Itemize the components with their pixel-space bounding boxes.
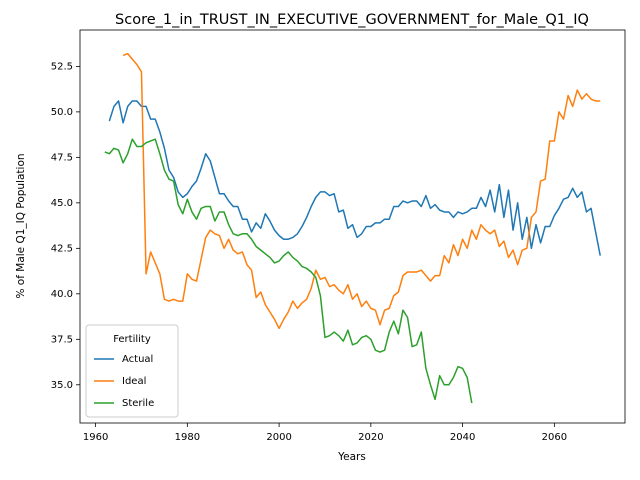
x-tick-label: 2040 [450,432,475,443]
legend-label: Sterile [122,398,154,409]
y-tick-label: 35.0 [51,380,73,391]
x-tick-label: 1960 [83,432,108,443]
x-tick-label: 2060 [542,432,567,443]
y-tick-label: 40.0 [51,289,73,300]
chart-title: Score_1_in_TRUST_IN_EXECUTIVE_GOVERNMENT… [115,12,589,28]
y-tick-label: 45.0 [51,198,73,209]
y-axis-label: % of Male Q1_IQ Population [15,153,27,298]
legend-label: Ideal [122,376,146,387]
y-tick-label: 42.5 [51,243,73,254]
x-tick-label: 1980 [175,432,200,443]
y-tick-label: 47.5 [51,152,73,163]
x-tick-label: 2020 [358,432,383,443]
x-tick-label: 2000 [266,432,291,443]
y-tick-label: 37.5 [51,334,73,345]
line-series [122,52,601,330]
legend-box [85,324,179,418]
y-tick-label: 50.0 [51,107,73,118]
y-tick-label: 52.5 [51,61,73,72]
axes-frame [79,29,626,424]
legend-label: Actual [122,354,153,365]
line-series [108,100,601,256]
line-series [104,138,473,404]
x-axis-label: Years [337,451,366,463]
legend-title: Fertility [113,334,151,345]
